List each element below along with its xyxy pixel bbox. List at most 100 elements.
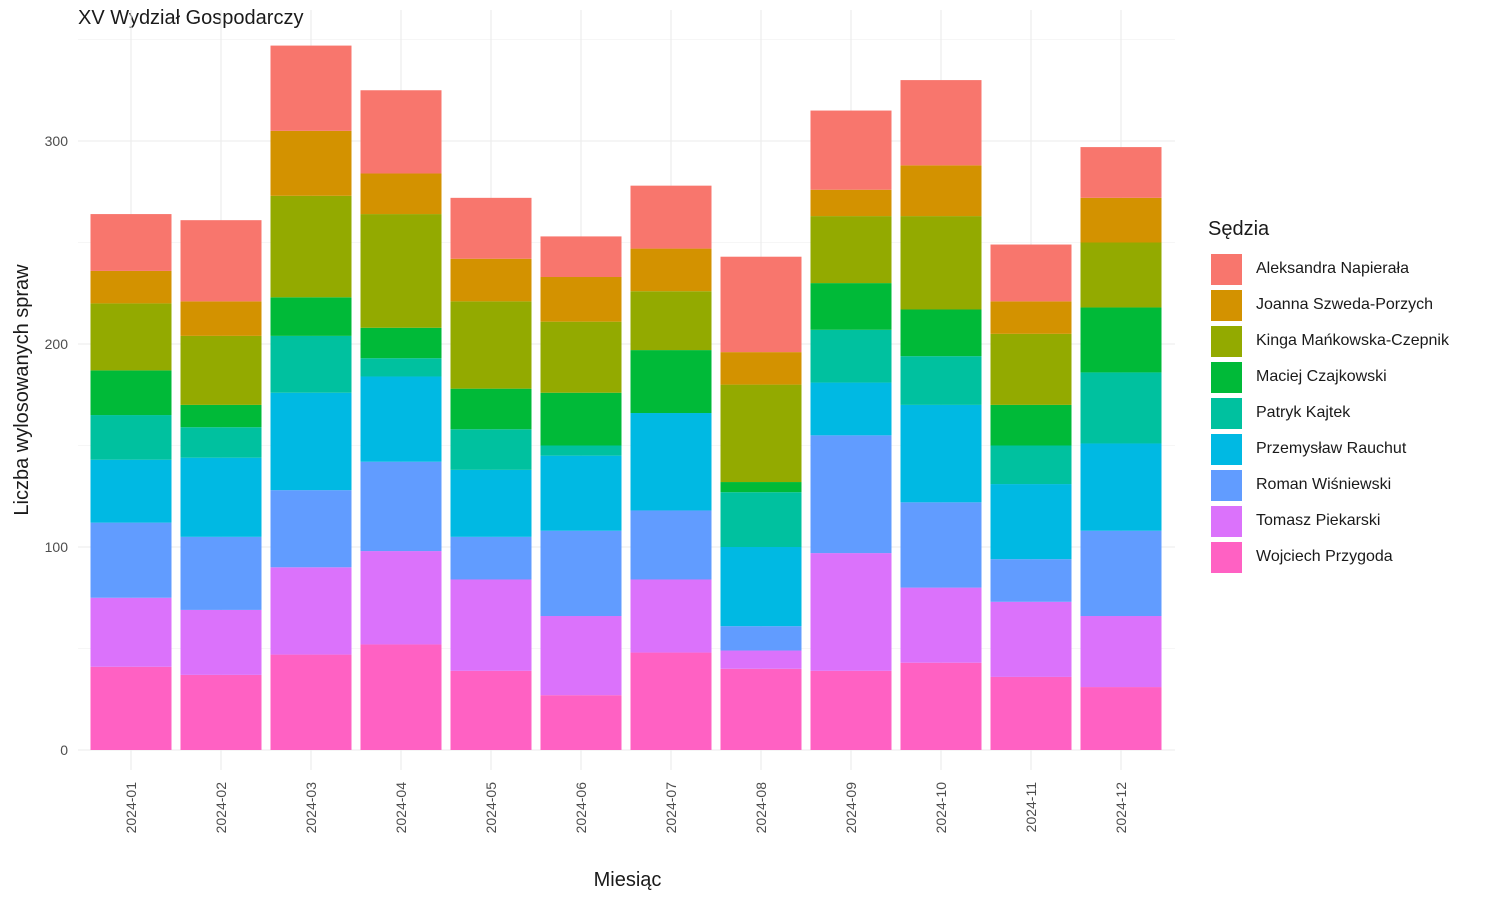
bar-segment [540,445,622,456]
bar-segment [810,110,892,190]
x-axis: 2024-01 2024-02 2024-03 2024-04 2024-05 2024-… [123,782,1129,834]
legend-label: Maciej Czajkowski [1256,368,1387,385]
bar-segment [630,510,712,580]
y-tick-label: 0 [60,742,68,758]
bar-segment [900,165,982,217]
bar-segment [360,90,442,174]
legend-swatch [1210,288,1243,322]
legend-swatch [1210,540,1243,574]
legend-item: Joanna Szweda-Porzych [1208,287,1449,323]
bar-segment [990,244,1072,302]
bar-segment [720,384,802,483]
bar-segment [720,352,802,385]
bar-segment [810,283,892,330]
legend-label: Joanna Szweda-Porzych [1256,296,1433,313]
bar-segment [540,530,622,617]
legend: Sędzia Aleksandra Napierała Joanna Szweda… [1208,218,1449,575]
bar-segment [360,551,442,645]
bar-segment [1080,687,1162,750]
bar-segment [990,333,1072,405]
legend-title: Sędzia [1208,218,1270,240]
legend-item: Aleksandra Napierała [1208,251,1449,287]
y-axis: 0 100 200 300 [45,133,69,758]
bar-segment [540,277,622,322]
bar-segment [270,45,352,131]
bar-segment [270,392,352,491]
y-tick-label: 100 [45,539,69,555]
legend-swatch [1210,468,1243,502]
legend-swatch [1210,432,1243,466]
bar-segment [180,404,262,428]
legend-item: Kinga Mańkowska-Czepnik [1208,323,1449,359]
bar-segment [810,670,892,750]
bar-segment [900,309,982,357]
bar-segment [270,490,352,568]
bar-segment [720,482,802,493]
bar-segment [90,270,172,304]
y-tick-label: 300 [45,133,69,149]
legend-item: Patryk Kajtek [1208,395,1449,431]
bar-segment [360,376,442,462]
legend-item: Roman Wiśniewski [1208,467,1449,503]
bar-segment [720,256,802,353]
bar-segment [990,559,1072,602]
bar-segment [270,335,352,393]
bar-segment [270,195,352,298]
bar-segment [1080,147,1162,198]
bar-segment [540,455,622,531]
bar-segment [450,197,532,259]
legend-swatch [1210,252,1243,286]
bar-segment [1080,242,1162,308]
bar-segment [540,392,622,446]
bar-segment [450,670,532,750]
x-tick-label: 2024-02 [213,782,229,834]
bar-segment [1080,616,1162,688]
bar-segment [810,553,892,671]
bar-segment [720,650,802,669]
legend-items: Aleksandra Napierała Joanna Szweda-Porzyc… [1208,251,1449,575]
legend-label: Aleksandra Napierała [1256,260,1409,277]
bar-segment [900,404,982,503]
bar-segment [810,189,892,217]
bar-segment [180,536,262,610]
legend-item: Wojciech Przygoda [1208,539,1449,575]
bar-segment [990,445,1072,485]
y-axis-title: Liczba wylosowanych spraw [11,264,33,516]
bar-segment [180,427,262,458]
bar-segment [1080,372,1162,444]
legend-label: Przemysław Rauchut [1256,440,1407,457]
x-tick-label: 2024-12 [1113,782,1129,834]
y-tick-label: 200 [45,336,69,352]
bar-segment [990,601,1072,677]
x-tick-label: 2024-01 [123,782,139,834]
bar-segment [90,459,172,523]
bar-segment [90,522,172,598]
x-tick-label: 2024-05 [483,782,499,834]
legend-swatch [1210,396,1243,430]
legend-item: Maciej Czajkowski [1208,359,1449,395]
x-axis-title: Miesiąc [594,869,662,891]
bar-segment [180,301,262,336]
x-tick-label: 2024-03 [303,782,319,834]
bar-segment [720,626,802,651]
bar-segment [990,404,1072,446]
bar-segment [810,435,892,554]
bar-segment [1080,443,1162,531]
bar-segment [720,547,802,627]
bar-segment [630,248,712,292]
bar-segment [990,676,1072,750]
legend-swatch [1210,360,1243,394]
bar-segment [270,130,352,196]
bar-segment [270,567,352,655]
bar-segment [630,652,712,750]
bar-segment [90,370,172,416]
bar-segment [630,413,712,511]
bar-segment [360,214,442,328]
legend-label: Patryk Kajtek [1256,404,1351,421]
bar-segment [180,335,262,405]
bar-segment [450,579,532,671]
x-tick-label: 2024-08 [753,782,769,834]
bar-segment [810,382,892,436]
